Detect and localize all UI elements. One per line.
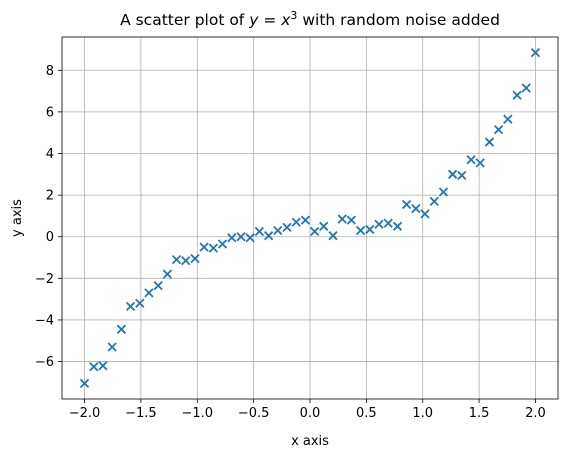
data-point (282, 222, 292, 232)
data-point (383, 218, 393, 228)
data-point (263, 231, 274, 241)
data-points (79, 47, 541, 389)
y-tick-label: 4 (46, 147, 54, 162)
data-point (125, 301, 136, 312)
y-tick-label: −6 (35, 355, 54, 370)
data-point (171, 254, 182, 265)
data-point (254, 226, 265, 237)
grid (62, 37, 558, 399)
x-tick-label: −2.0 (69, 406, 101, 421)
y-tick-label: −2 (35, 272, 54, 287)
data-point (107, 342, 117, 352)
x-tick-label: 1.5 (469, 406, 490, 421)
data-point (98, 361, 108, 371)
data-point (503, 114, 513, 124)
data-point (79, 378, 90, 389)
y-tick-label: 8 (46, 64, 54, 79)
x-tick-label: 0.5 (356, 406, 377, 421)
y-axis-ticks: −6 −4 −2 0 2 4 6 8 (35, 64, 62, 370)
y-tick-label: −4 (35, 313, 54, 328)
data-point (162, 269, 173, 279)
y-axis-label: y axis (10, 199, 25, 237)
data-point (328, 231, 338, 241)
data-point (392, 221, 403, 231)
data-point (365, 224, 375, 235)
data-point (319, 221, 329, 231)
data-point (116, 324, 127, 334)
data-point (153, 280, 163, 291)
x-tick-label: −1.5 (125, 406, 157, 421)
x-tick-label: 0.0 (300, 406, 321, 421)
y-tick-label: 2 (46, 189, 54, 204)
data-point (190, 253, 200, 264)
data-point (227, 233, 237, 243)
data-point (309, 226, 320, 237)
data-point (530, 47, 541, 58)
data-point (411, 204, 421, 214)
data-point (512, 90, 522, 100)
data-point (355, 225, 366, 236)
data-point (346, 215, 357, 225)
data-point (466, 155, 476, 165)
data-point (493, 124, 504, 135)
x-axis-label: x axis (291, 434, 329, 449)
data-point (181, 256, 191, 266)
data-point (300, 215, 311, 225)
y-tick-label: 0 (46, 230, 54, 245)
x-tick-label: 2.0 (525, 406, 546, 421)
data-point (89, 362, 99, 372)
data-point (144, 288, 154, 298)
data-point (199, 242, 209, 252)
data-point (245, 233, 255, 243)
data-point (484, 137, 495, 147)
data-point (420, 209, 430, 219)
x-axis-ticks: −2.0 −1.5 −1.0 −0.5 0.0 0.5 1.0 1.5 2.0 (69, 399, 546, 421)
data-point (521, 83, 531, 93)
data-point (447, 169, 458, 179)
data-point (457, 170, 467, 180)
data-point (374, 219, 384, 229)
data-point (236, 232, 246, 242)
data-point (429, 196, 439, 206)
y-tick-label: 6 (46, 105, 54, 120)
x-tick-label: −1.0 (181, 406, 213, 421)
data-point (135, 298, 145, 308)
data-point (217, 239, 228, 249)
data-point (475, 158, 485, 168)
data-point (438, 187, 449, 197)
data-point (273, 225, 283, 236)
data-point (401, 199, 412, 210)
data-point (337, 214, 347, 224)
x-tick-label: −0.5 (238, 406, 270, 421)
x-tick-label: 1.0 (412, 406, 433, 421)
chart-title: A scatter plot of y = x3 with random noi… (120, 9, 500, 30)
data-point (208, 243, 219, 253)
data-point (291, 217, 301, 227)
